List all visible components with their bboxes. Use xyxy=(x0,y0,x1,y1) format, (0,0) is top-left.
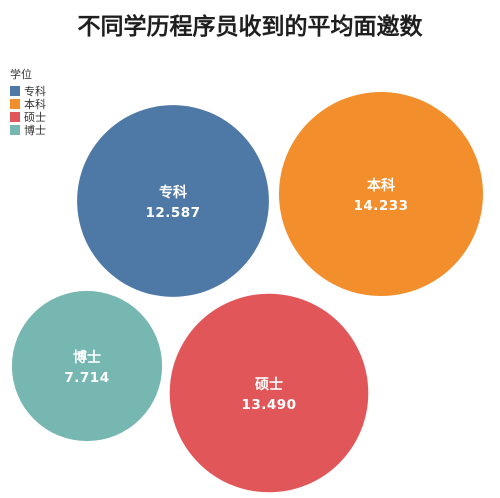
legend-label-2: 本科 xyxy=(24,97,46,111)
legend-swatch-1 xyxy=(10,86,20,96)
legend-label-4: 博士 xyxy=(24,124,46,137)
bubble-label-3: 硕士 xyxy=(255,376,283,393)
legend-label-1: 专科 xyxy=(24,84,46,98)
bubble-value-1: 12.587 xyxy=(145,205,200,221)
bubble-3 xyxy=(169,293,369,493)
bubble-label-4: 博士 xyxy=(73,349,101,366)
bubble-value-3: 13.490 xyxy=(241,397,296,413)
bubble-4 xyxy=(11,290,163,442)
legend-swatch-3 xyxy=(10,112,20,122)
bubbles-group: 专科 12.587 本科 14.233 硕士 13.490 博士 7.714 xyxy=(11,92,483,493)
bubble-1 xyxy=(77,105,269,297)
bubble-2 xyxy=(279,92,483,296)
bubble-label-1: 专科 xyxy=(159,184,187,201)
chart-title: 不同学历程序员收到的平均面邀数 xyxy=(78,13,424,40)
legend-title: 学位 xyxy=(10,67,32,81)
legend-swatch-4 xyxy=(10,125,20,135)
legend-label-3: 硕士 xyxy=(24,111,46,124)
bubble-value-2: 14.233 xyxy=(353,198,408,214)
legend-swatch-2 xyxy=(10,99,20,109)
bubble-label-2: 本科 xyxy=(367,177,395,194)
bubble-value-4: 7.714 xyxy=(64,370,109,386)
